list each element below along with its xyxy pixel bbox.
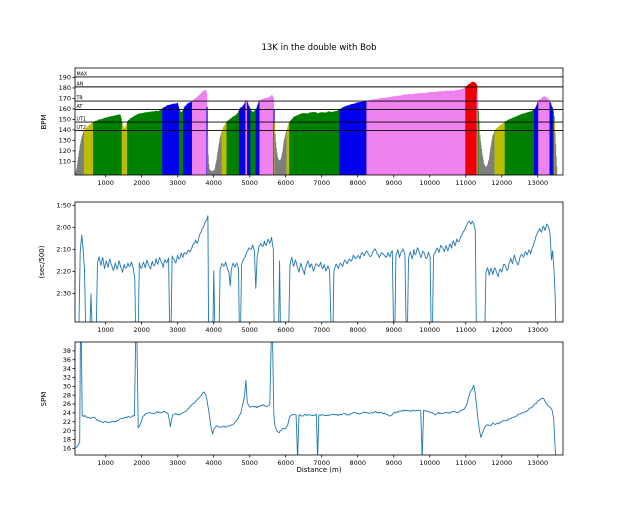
zone-label-ut1: UT1 — [77, 117, 87, 123]
svg-text:190: 190 — [59, 74, 71, 82]
svg-text:12000: 12000 — [491, 459, 512, 467]
svg-text:2:30: 2:30 — [56, 290, 71, 298]
svg-text:13000: 13000 — [527, 179, 548, 187]
svg-text:4000: 4000 — [205, 326, 222, 334]
svg-text:2000: 2000 — [133, 326, 150, 334]
svg-text:7000: 7000 — [313, 326, 330, 334]
svg-text:30: 30 — [63, 383, 71, 391]
svg-text:11000: 11000 — [455, 459, 476, 467]
svg-text:130: 130 — [59, 137, 71, 145]
svg-text:4000: 4000 — [205, 179, 222, 187]
svg-text:13000: 13000 — [527, 326, 548, 334]
svg-text:6000: 6000 — [277, 459, 294, 467]
svg-text:32: 32 — [63, 374, 71, 382]
svg-text:1:50: 1:50 — [56, 202, 71, 210]
svg-text:7000: 7000 — [313, 179, 330, 187]
hr-plot-data — [75, 81, 558, 175]
svg-text:3000: 3000 — [169, 179, 186, 187]
zone-label-max: MAX — [77, 71, 88, 77]
svg-text:5000: 5000 — [241, 459, 258, 467]
spm-plot-data — [75, 342, 557, 455]
svg-text:11000: 11000 — [455, 179, 476, 187]
svg-text:24: 24 — [63, 409, 71, 417]
pace-x-ticks: 1000 2000 3000 4000 5000 6000 7000 8000 9000 1000… — [97, 322, 548, 334]
svg-text:12000: 12000 — [491, 179, 512, 187]
svg-text:10000: 10000 — [419, 326, 440, 334]
pace-y-ticks: 1:50 2:00 2:10 2:20 2:30 — [56, 202, 75, 298]
zone-label-ut2: UT2 — [77, 125, 87, 131]
svg-text:7000: 7000 — [313, 459, 330, 467]
svg-text:5000: 5000 — [241, 179, 258, 187]
svg-text:2:20: 2:20 — [56, 268, 71, 276]
pace-plot-data — [78, 215, 557, 322]
svg-text:8000: 8000 — [349, 459, 366, 467]
svg-text:170: 170 — [59, 95, 71, 103]
chart-title: 13K in the double with Bob — [261, 43, 376, 53]
svg-text:2:10: 2:10 — [56, 246, 71, 254]
spm-y-axis-label: SPM — [40, 392, 48, 407]
svg-text:3000: 3000 — [169, 459, 186, 467]
svg-text:16: 16 — [63, 445, 71, 453]
pace-plot-frame — [74, 201, 564, 323]
svg-text:150: 150 — [59, 116, 71, 124]
svg-text:34: 34 — [63, 365, 71, 373]
svg-text:26: 26 — [63, 400, 71, 408]
svg-text:3000: 3000 — [169, 326, 186, 334]
svg-text:12000: 12000 — [491, 326, 512, 334]
spm-chart: 1000 2000 3000 4000 5000 6000 7000 8000 9000 1000… — [63, 341, 564, 467]
svg-text:6000: 6000 — [277, 179, 294, 187]
svg-text:9000: 9000 — [385, 179, 402, 187]
spm-plot-frame — [74, 341, 564, 456]
zone-label-an: AN — [77, 81, 84, 87]
svg-text:8000: 8000 — [349, 326, 366, 334]
spm-x-ticks: 1000 2000 3000 4000 5000 6000 7000 8000 9000 1000… — [97, 455, 548, 467]
svg-text:140: 140 — [59, 126, 71, 134]
svg-text:120: 120 — [59, 147, 71, 155]
zone-label-at: AT — [77, 104, 83, 110]
svg-text:1000: 1000 — [97, 326, 114, 334]
svg-text:36: 36 — [63, 356, 71, 364]
hr-x-ticks: 1000 2000 3000 4000 5000 6000 7000 8000 9000 1000… — [97, 175, 548, 187]
svg-text:10000: 10000 — [419, 179, 440, 187]
svg-text:4000: 4000 — [205, 459, 222, 467]
svg-text:18: 18 — [63, 436, 71, 444]
hr-plot-frame — [74, 67, 564, 176]
svg-text:180: 180 — [59, 84, 71, 92]
svg-text:10000: 10000 — [419, 459, 440, 467]
zone-label-tr: TR — [76, 96, 84, 102]
svg-text:38: 38 — [63, 347, 71, 355]
svg-text:160: 160 — [59, 105, 71, 113]
svg-text:6000: 6000 — [277, 326, 294, 334]
svg-text:13000: 13000 — [527, 459, 548, 467]
svg-text:20: 20 — [63, 427, 71, 435]
svg-text:5000: 5000 — [241, 326, 258, 334]
svg-text:1000: 1000 — [97, 459, 114, 467]
svg-text:9000: 9000 — [385, 459, 402, 467]
pace-chart: 1000 2000 3000 4000 5000 6000 7000 8000 9000 1000… — [56, 201, 564, 334]
svg-text:110: 110 — [59, 158, 71, 166]
svg-text:22: 22 — [63, 418, 71, 426]
svg-text:2:00: 2:00 — [56, 224, 71, 232]
svg-text:11000: 11000 — [455, 326, 476, 334]
svg-text:2000: 2000 — [133, 179, 150, 187]
svg-text:2000: 2000 — [133, 459, 150, 467]
svg-text:1000: 1000 — [97, 179, 114, 187]
hr-y-ticks: 110 120 130 140 150 160 170 180 190 — [59, 74, 75, 166]
svg-text:8000: 8000 — [349, 179, 366, 187]
svg-text:28: 28 — [63, 391, 71, 399]
x-axis-label: Distance (m) — [296, 466, 341, 474]
hr-chart: MAX AN TR AT UT1 UT2 1000 2000 3000 4000 5000 6000 7… — [59, 67, 564, 187]
hr-y-axis-label: BPM — [40, 114, 48, 129]
svg-text:9000: 9000 — [385, 326, 402, 334]
pace-y-axis-label: (sec/500) — [38, 245, 46, 278]
